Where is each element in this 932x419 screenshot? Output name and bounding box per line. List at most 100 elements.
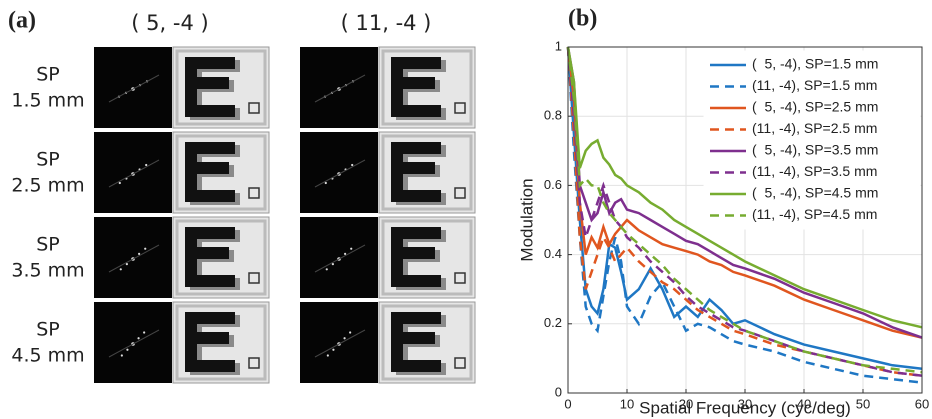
e-stroke [391, 227, 441, 239]
psf-spot [126, 348, 129, 351]
series-line [566, 46, 923, 384]
y-tick-label: 1 [555, 38, 562, 53]
e-stroke [391, 360, 441, 372]
legend-label: (11, -4), SP=1.5 mm [752, 77, 877, 93]
small-e [454, 187, 466, 199]
column-title: ( 11, -4 ) [341, 11, 432, 35]
y-tick-label: 0.4 [544, 246, 562, 261]
e-stroke [185, 227, 235, 239]
small-e [248, 187, 260, 199]
e-frame [381, 49, 473, 126]
x-tick-label: 20 [679, 396, 693, 411]
e-frame [175, 49, 267, 126]
psf-spot [118, 181, 121, 185]
legend-box [703, 50, 921, 230]
e-stroke [185, 360, 235, 372]
axes-box [567, 46, 923, 394]
row-label: SP [36, 234, 60, 256]
e-stroke [391, 190, 441, 202]
y-tick-label: 0.8 [544, 108, 562, 123]
row-label: 2.5 mm [11, 175, 84, 197]
e-letter [391, 142, 446, 205]
e-stroke [391, 162, 435, 174]
y-axis-label: Modulation [517, 178, 536, 261]
e-stroke [185, 247, 229, 259]
e-letter [185, 312, 240, 375]
psf-streak [314, 244, 366, 273]
psf-spot [331, 263, 334, 266]
psf-spot [326, 354, 329, 357]
psf-streak [108, 74, 160, 103]
row-label: 3.5 mm [11, 260, 84, 282]
e-stroke [185, 162, 229, 174]
x-tick-label: 40 [797, 396, 811, 411]
legend-label: (11, -4), SP=3.5 mm [752, 163, 877, 179]
e-stroke [185, 57, 235, 69]
e-letter [391, 312, 446, 375]
psf-streak [108, 329, 160, 358]
e-frame [175, 219, 267, 296]
e-stroke [391, 57, 441, 69]
e-letter [391, 227, 446, 290]
e-frame [381, 304, 473, 381]
small-e [248, 357, 260, 369]
psf-spot [138, 252, 141, 255]
psf-spot [125, 263, 128, 266]
e-frame [175, 304, 267, 381]
x-tick-label: 10 [620, 396, 634, 411]
e-letter [185, 142, 240, 205]
psf-streak [108, 159, 160, 188]
x-tick-label: 0 [564, 396, 571, 411]
row-label: SP [36, 149, 60, 171]
column-title: ( 5, -4 ) [131, 11, 208, 35]
e-stroke [391, 105, 441, 117]
psf-spot [143, 331, 146, 334]
small-e [248, 272, 260, 284]
legend-label: ( 5, -4), SP=2.5 mm [752, 99, 878, 115]
e-stroke [391, 332, 435, 344]
legend-label: ( 5, -4), SP=1.5 mm [752, 56, 878, 72]
psf-spot [120, 354, 123, 357]
e-stroke [185, 190, 235, 202]
x-tick-label: 60 [915, 396, 929, 411]
psf-spot [145, 163, 148, 167]
psf-streak [314, 159, 366, 188]
panel-label: (b) [568, 6, 597, 32]
psf-streak [314, 329, 366, 358]
row-label: SP [36, 319, 60, 341]
small-e [454, 272, 466, 284]
y-tick-label: 0.6 [544, 177, 562, 192]
legend-label: (11, -4), SP=4.5 mm [752, 206, 877, 222]
psf-spot [343, 337, 346, 340]
series-line [566, 46, 923, 377]
psf-spot [144, 247, 147, 250]
row-label: SP [36, 64, 60, 86]
legend-label: (11, -4), SP=2.5 mm [752, 120, 877, 136]
series-line [566, 46, 923, 374]
e-stroke [185, 105, 235, 117]
series-line [566, 46, 923, 339]
psf-streak [314, 74, 366, 103]
e-stroke [185, 312, 235, 324]
x-tick-label: 30 [738, 396, 752, 411]
y-tick-label: 0.2 [544, 315, 562, 330]
row-label: 4.5 mm [11, 345, 84, 367]
psf-spot [119, 268, 122, 271]
psf-spot [350, 247, 353, 250]
e-frame [381, 219, 473, 296]
e-stroke [185, 332, 229, 344]
e-frame [175, 134, 267, 211]
series-line [566, 46, 923, 329]
psf-streak [108, 244, 160, 273]
psf-spot [325, 268, 328, 271]
e-stroke [391, 275, 441, 287]
series-line [566, 46, 923, 371]
e-letter [391, 57, 446, 120]
e-stroke [185, 77, 229, 89]
legend-label: ( 5, -4), SP=4.5 mm [752, 185, 878, 201]
psf-spot [332, 348, 335, 351]
e-stroke [185, 275, 235, 287]
e-stroke [391, 247, 435, 259]
row-label: 1.5 mm [11, 90, 84, 112]
